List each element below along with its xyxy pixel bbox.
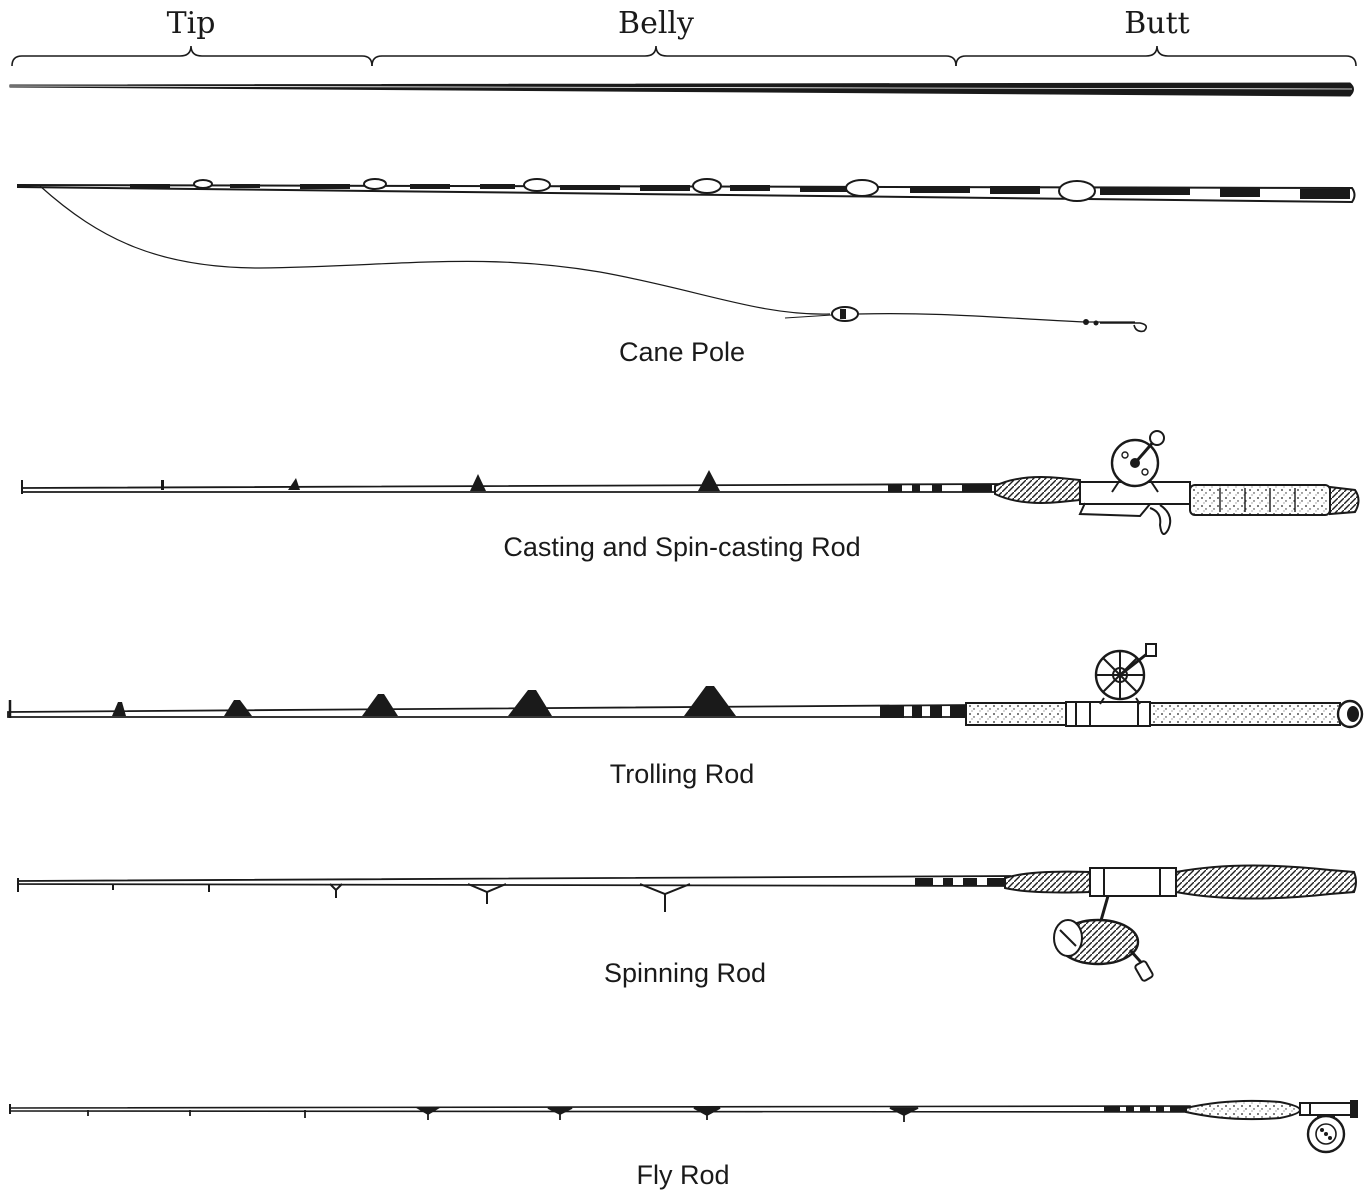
butt-brace (955, 45, 1357, 67)
spinning-rod-label: Spinning Rod (604, 958, 766, 988)
trolling-reel (1094, 643, 1157, 705)
tip-brace (11, 45, 373, 67)
fly-rod-shaft (9, 1105, 1191, 1113)
fly-reel (1306, 1114, 1346, 1154)
casting-reel (1110, 430, 1165, 493)
spinning-rod-reel-seat (1089, 867, 1177, 897)
casting-rod-guides (161, 470, 720, 491)
tip-label: Tip (167, 6, 216, 41)
casting-rod-rear-grip (1189, 484, 1331, 516)
trolling-rod: Trolling Rod (7, 643, 1364, 789)
spinning-rod-foregrip (1004, 870, 1091, 894)
spinning-rod: Spinning Rod (17, 864, 1357, 988)
fly-rod-grip (1185, 1099, 1302, 1121)
casting-rod-shaft (21, 483, 1001, 493)
belly-label: Belly (618, 6, 694, 41)
trolling-rod-label: Trolling Rod (610, 759, 755, 789)
casting-rod-trigger (1149, 504, 1172, 535)
trolling-rod-shaft (7, 704, 971, 718)
spinning-rod-rear-grip (1175, 864, 1357, 900)
spinning-rod-guides (112, 883, 691, 912)
cane-pole-mottling (130, 184, 1350, 199)
trolling-rod-reel-seat (1065, 701, 1151, 727)
spinning-rod-shaft (17, 875, 1011, 887)
butt-label: Butt (1124, 6, 1189, 41)
cane-pole: Cane Pole (17, 178, 1356, 367)
fly-rod: Fly Rod (9, 1099, 1358, 1190)
cane-pole-hook (1100, 322, 1148, 333)
fly-rod-label: Fly Rod (636, 1160, 729, 1190)
casting-rod: Casting and Spin-casting Rod (21, 430, 1360, 562)
belly-brace (371, 45, 957, 67)
trolling-rod-foregrip (965, 702, 1067, 726)
section-header: Tip Belly Butt (9, 6, 1357, 97)
casting-rod-label: Casting and Spin-casting Rod (503, 532, 860, 562)
casting-rod-foregrip (994, 476, 1081, 504)
cane-pole-line (39, 185, 831, 315)
trolling-rod-rear-grip (1149, 702, 1341, 726)
trolling-rod-guides (112, 686, 736, 716)
cane-pole-nodes (193, 178, 1096, 202)
cane-pole-label: Cane Pole (619, 337, 745, 367)
fly-rod-guides (87, 1107, 919, 1122)
spinning-reel (1053, 895, 1154, 982)
reference-rod (9, 82, 1354, 97)
